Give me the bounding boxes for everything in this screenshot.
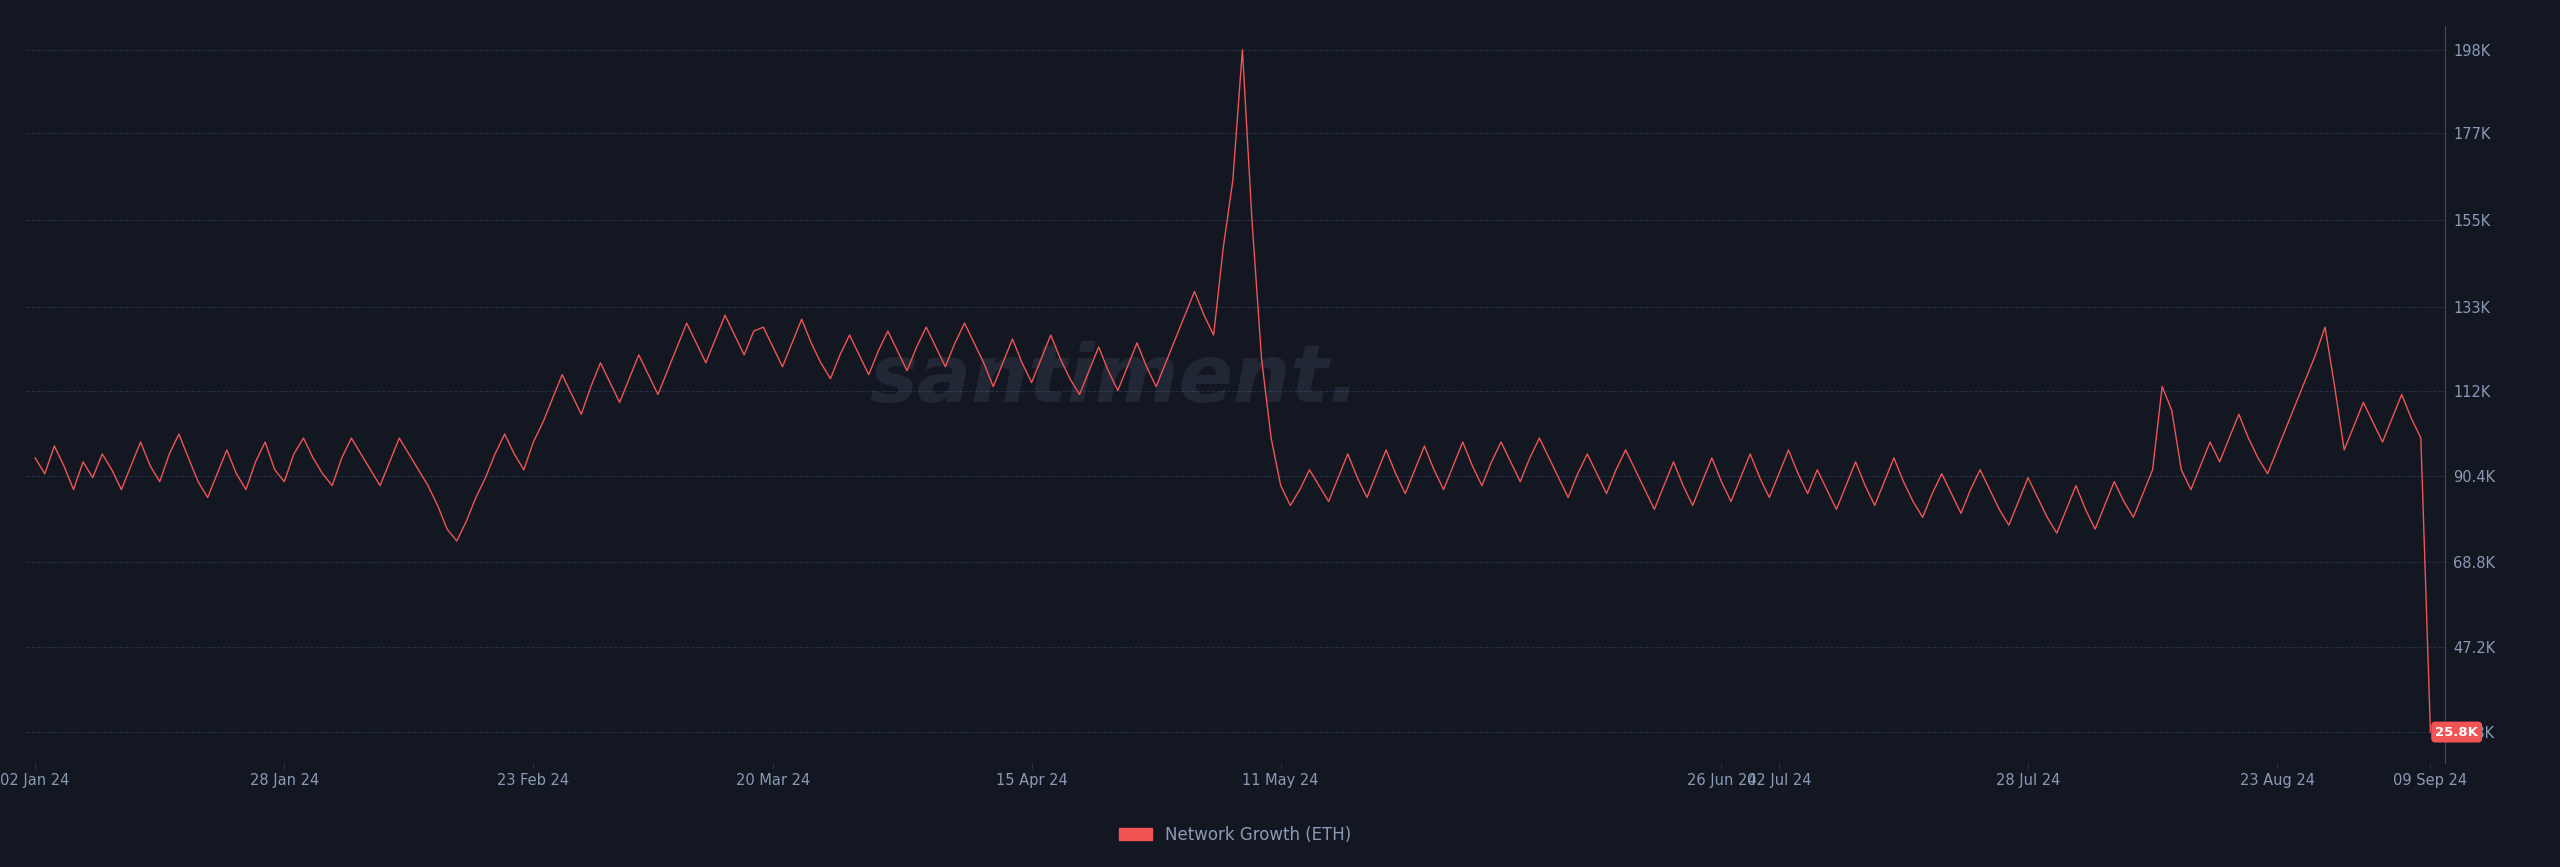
Text: santiment.: santiment. [868,341,1359,419]
Legend: Network Growth (ETH): Network Growth (ETH) [1111,819,1359,851]
Text: 25.8K: 25.8K [2435,726,2478,739]
